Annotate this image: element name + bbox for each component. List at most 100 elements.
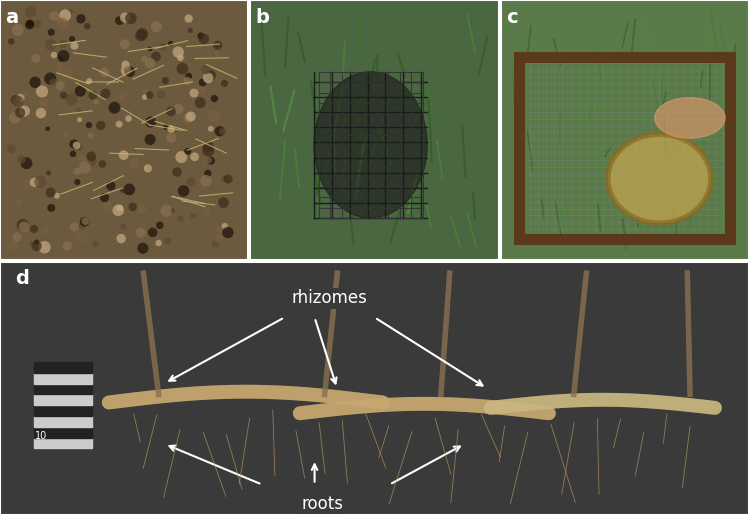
Point — [87, 91, 99, 99]
Point — [16, 156, 28, 164]
Point — [90, 98, 102, 106]
Point — [200, 177, 212, 185]
Point — [71, 167, 83, 176]
Point — [198, 35, 210, 43]
Point — [120, 61, 132, 69]
Bar — [34, 362, 92, 373]
Point — [25, 239, 37, 248]
Point — [216, 127, 228, 135]
Point — [175, 51, 187, 59]
Point — [76, 237, 88, 245]
Point — [115, 234, 127, 243]
Point — [118, 151, 130, 159]
Point — [142, 164, 154, 173]
Text: d: d — [15, 269, 29, 288]
Point — [29, 78, 41, 87]
Point — [211, 50, 223, 58]
Point — [165, 107, 177, 115]
Point — [68, 140, 80, 148]
Text: 10: 10 — [35, 432, 47, 441]
Point — [71, 178, 83, 186]
Point — [64, 8, 76, 16]
Point — [208, 94, 220, 102]
Point — [127, 203, 139, 211]
Point — [144, 91, 156, 99]
Point — [137, 244, 149, 252]
Point — [123, 114, 135, 123]
Point — [66, 35, 78, 43]
Point — [73, 116, 85, 124]
Point — [194, 98, 206, 107]
Point — [124, 185, 136, 194]
Point — [38, 100, 50, 108]
Point — [118, 40, 130, 48]
Point — [195, 86, 207, 94]
Ellipse shape — [655, 98, 725, 138]
Point — [139, 93, 151, 101]
Point — [47, 78, 59, 87]
Point — [175, 215, 187, 223]
Point — [75, 15, 87, 23]
Point — [124, 67, 136, 76]
Point — [81, 22, 93, 30]
Point — [125, 14, 137, 22]
Point — [12, 97, 24, 106]
Point — [40, 227, 52, 235]
Ellipse shape — [314, 72, 427, 218]
Point — [20, 159, 32, 167]
Point — [117, 186, 129, 194]
Point — [45, 28, 57, 37]
Point — [213, 234, 225, 243]
Point — [51, 192, 63, 200]
Point — [183, 72, 195, 80]
Point — [11, 233, 23, 241]
Point — [68, 42, 80, 50]
Point — [201, 208, 213, 216]
Point — [14, 94, 26, 102]
Point — [178, 187, 189, 195]
Point — [58, 91, 70, 99]
Point — [119, 13, 131, 22]
Point — [145, 118, 157, 126]
Point — [136, 204, 148, 213]
Point — [76, 235, 88, 244]
Text: roots: roots — [301, 495, 343, 513]
Point — [162, 236, 174, 245]
Point — [79, 217, 91, 226]
Point — [114, 16, 126, 25]
Point — [213, 127, 225, 135]
Point — [98, 68, 110, 77]
Point — [57, 40, 69, 48]
Point — [166, 133, 178, 142]
Point — [10, 96, 22, 104]
Point — [187, 212, 199, 220]
Point — [202, 143, 214, 151]
Point — [182, 147, 194, 156]
Bar — [34, 427, 92, 438]
Point — [144, 135, 156, 144]
Point — [79, 217, 91, 225]
Point — [12, 26, 24, 34]
Point — [105, 182, 117, 190]
Point — [183, 114, 195, 122]
Point — [172, 48, 184, 56]
Point — [165, 39, 177, 47]
Point — [144, 59, 156, 67]
Text: a: a — [5, 8, 18, 27]
Point — [61, 242, 73, 250]
Point — [195, 32, 207, 40]
Point — [145, 115, 157, 124]
Point — [218, 175, 230, 183]
Point — [214, 225, 226, 233]
Point — [166, 207, 178, 215]
Point — [28, 225, 40, 233]
Point — [184, 26, 196, 35]
Point — [139, 88, 151, 96]
Point — [157, 43, 169, 51]
Point — [24, 20, 36, 28]
Point — [139, 55, 151, 63]
Point — [31, 238, 43, 246]
Point — [9, 114, 21, 122]
Point — [13, 198, 25, 207]
Point — [43, 169, 55, 177]
